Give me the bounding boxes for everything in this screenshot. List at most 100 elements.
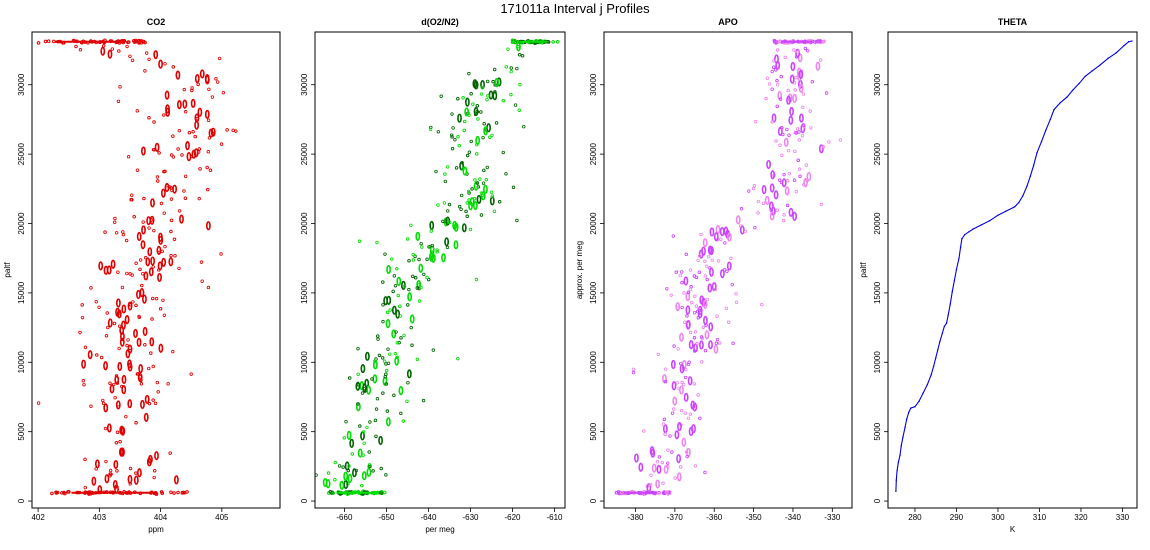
data-point [413, 276, 418, 280]
data-point [159, 490, 164, 494]
data-point-cluster [119, 337, 125, 347]
data-point-cluster [489, 196, 495, 206]
data-point-cluster [713, 232, 719, 242]
data-point [134, 261, 138, 265]
data-point [1026, 185, 1028, 187]
data-point-cluster [142, 326, 148, 337]
data-point [415, 286, 419, 290]
data-point [360, 483, 364, 488]
data-point [151, 265, 155, 269]
data-point [761, 201, 766, 206]
data-point [631, 367, 636, 371]
data-point-cluster [480, 191, 486, 201]
data-point [169, 218, 174, 223]
data-point [922, 392, 924, 394]
data-point-cluster [709, 227, 715, 237]
panel-3: APO -380 -370 -360 -350 -340 -330 0 5000 10000 150… [575, 17, 853, 522]
data-point [154, 492, 159, 496]
data-point-cluster [127, 301, 133, 311]
data-point [337, 464, 342, 468]
data-point [152, 468, 157, 473]
data-point [434, 169, 438, 174]
data-point [163, 62, 167, 66]
y-tick-label: 25000 [300, 142, 309, 165]
data-point-cluster [150, 198, 155, 208]
data-point [442, 201, 447, 205]
data-point-cluster [168, 257, 174, 267]
data-point [959, 246, 962, 248]
data-point [443, 179, 448, 184]
data-point-cluster [383, 296, 389, 306]
data-point-cluster [100, 46, 106, 56]
data-point [210, 95, 215, 99]
data-point [154, 296, 159, 301]
data-point-cluster [651, 463, 657, 473]
data-point-cluster [769, 183, 775, 193]
data-point-cluster [194, 74, 200, 84]
data-point [964, 233, 966, 236]
data-point [439, 94, 443, 98]
data-point [436, 203, 440, 207]
data-point [515, 66, 519, 71]
data-point [475, 181, 480, 185]
data-point [685, 314, 689, 318]
data-point [110, 47, 115, 51]
data-point [941, 332, 944, 334]
data-point [101, 398, 105, 403]
data-point-cluster [385, 318, 391, 329]
data-point-cluster [355, 381, 361, 391]
data-layer [315, 38, 560, 496]
data-point-cluster [146, 216, 152, 226]
data-point-cluster [727, 232, 732, 242]
data-point [949, 303, 951, 305]
data-point-cluster [797, 53, 803, 63]
data-point [484, 177, 489, 182]
x-tick-label: 405 [215, 513, 229, 522]
data-point [1013, 206, 1016, 208]
data-point [163, 244, 167, 249]
data-point [764, 96, 768, 101]
data-point [117, 49, 121, 53]
data-point [656, 352, 660, 357]
data-point [430, 243, 435, 248]
data-point [947, 314, 949, 316]
data-point-cluster [127, 344, 133, 354]
data-point-cluster [676, 454, 682, 464]
data-point [509, 92, 513, 97]
data-point-cluster [186, 151, 192, 162]
data-point [486, 79, 490, 84]
data-point-cluster [148, 454, 153, 465]
data-point [151, 147, 156, 152]
data-point [671, 234, 676, 238]
data-point [808, 109, 812, 113]
data-point [401, 419, 406, 423]
data-point [60, 491, 64, 495]
data-point [214, 77, 218, 81]
data-point [108, 381, 112, 385]
data-point [1032, 164, 1035, 166]
data-point-cluster [127, 399, 133, 409]
data-point-cluster [464, 107, 470, 117]
data-point [663, 432, 667, 436]
data-point [429, 125, 433, 130]
data-point [116, 405, 121, 409]
data-point [368, 420, 372, 424]
data-point [753, 225, 757, 230]
data-point [900, 444, 902, 447]
data-point [121, 230, 125, 234]
data-point-cluster [428, 252, 434, 262]
data-point-cluster [476, 194, 482, 205]
plot-frame [314, 31, 566, 509]
data-layer [614, 38, 843, 496]
data-point [134, 421, 138, 425]
data-point [896, 469, 898, 472]
data-point-cluster [492, 91, 498, 101]
data-point [125, 44, 129, 49]
data-point-cluster [415, 231, 421, 241]
data-point [517, 108, 521, 112]
data-point-cluster [683, 276, 689, 286]
data-point-cluster [120, 426, 126, 436]
data-point [686, 416, 691, 421]
data-point [144, 51, 149, 55]
data-point-cluster [378, 435, 383, 446]
